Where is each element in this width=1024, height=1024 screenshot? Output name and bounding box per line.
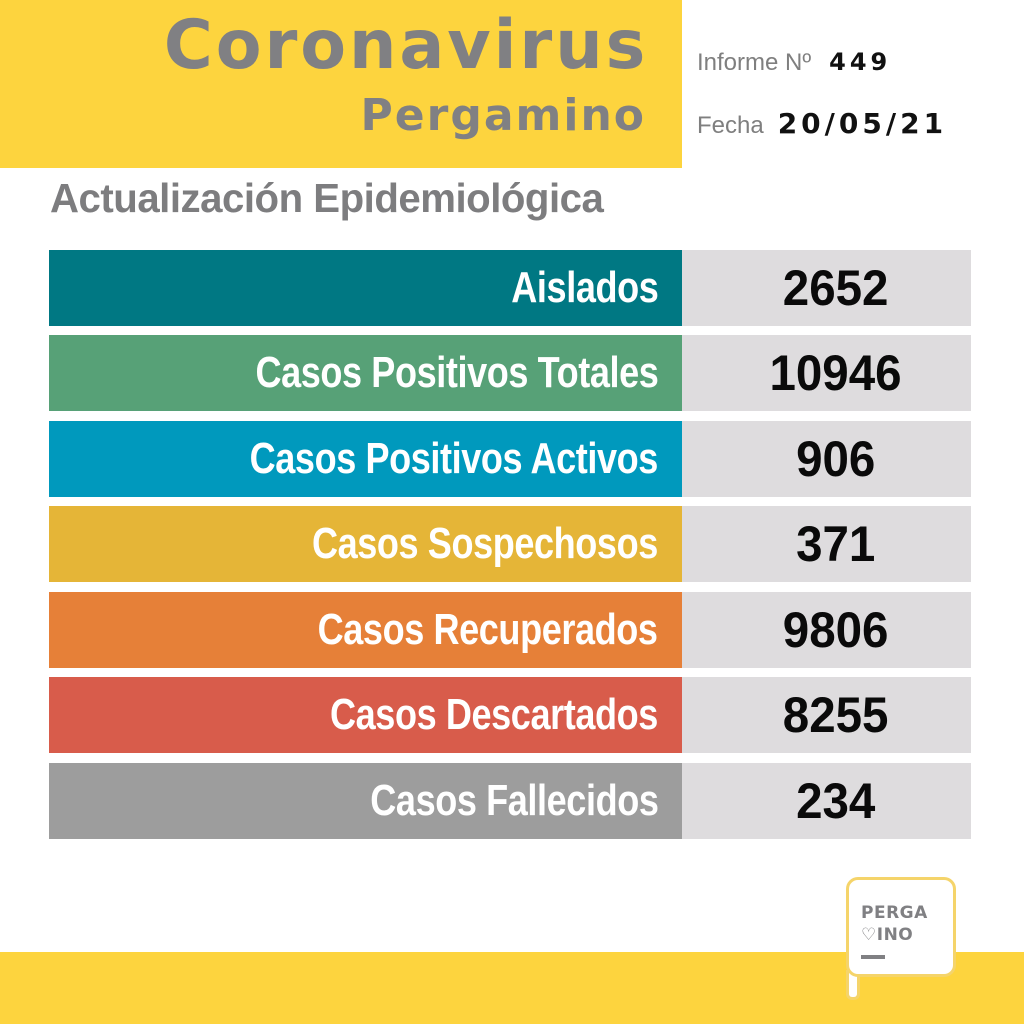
stat-value: 2652 [782,260,889,316]
stat-row-sospechosos: Casos Sospechosos 371 [49,506,971,582]
stat-value-cell: 371 [682,506,971,582]
report-date-value: 20/05/21 [777,107,948,140]
logo-text-line2: ♡INO [861,925,914,945]
stat-label-cell: Casos Fallecidos [49,763,682,839]
stat-label: Casos Positivos Totales [255,348,658,397]
page-subtitle: Pergamino [360,90,646,141]
stat-value-cell: 2652 [682,250,971,326]
stat-label: Casos Recuperados [318,605,658,654]
report-number-value: 449 [829,48,892,76]
stat-value-cell: 234 [682,763,971,839]
header-banner: Coronavirus Pergamino [0,0,682,168]
stat-value: 906 [795,431,876,487]
stat-label: Casos Descartados [330,690,658,739]
stat-value: 234 [795,773,876,829]
logo-speech-tail [846,970,860,1000]
stat-value: 9806 [782,602,889,658]
stat-value-cell: 8255 [682,677,971,753]
stat-value-cell: 9806 [682,592,971,668]
page-title: Coronavirus [163,6,648,85]
stat-value: 10946 [769,345,902,401]
report-number-label: Informe Nº [697,49,812,76]
stat-label: Casos Fallecidos [369,776,659,825]
stat-label: Casos Positivos Activos [249,434,659,483]
stat-label-cell: Casos Sospechosos [49,506,682,582]
logo-underline [861,955,885,959]
stat-label-cell: Aislados [49,250,682,326]
stat-row-fallecidos: Casos Fallecidos 234 [49,763,971,839]
stat-row-aislados: Aislados 2652 [49,250,971,326]
report-date: Fecha 20/05/21 [697,110,947,138]
stat-label: Casos Sospechosos [312,519,658,568]
stat-label-cell: Casos Recuperados [49,592,682,668]
report-date-label: Fecha [697,112,764,139]
stat-label-cell: Casos Positivos Totales [49,335,682,411]
stat-value: 8255 [782,687,889,743]
stat-value-cell: 10946 [682,335,971,411]
logo-text-line1: PERGA [861,903,928,923]
report-number: Informe Nº 449 [697,50,891,75]
stat-row-positivos-totales: Casos Positivos Totales 10946 [49,335,971,411]
stat-label-cell: Casos Descartados [49,677,682,753]
stat-row-recuperados: Casos Recuperados 9806 [49,592,971,668]
stat-value: 371 [795,516,876,572]
stat-label: Aislados [510,263,659,312]
stat-label-cell: Casos Positivos Activos [49,421,682,497]
pergamino-logo: PERGA ♡INO [846,877,956,977]
stat-row-positivos-activos: Casos Positivos Activos 906 [49,421,971,497]
stat-row-descartados: Casos Descartados 8255 [49,677,971,753]
stat-value-cell: 906 [682,421,971,497]
section-title: Actualización Epidemiológica [50,175,604,221]
